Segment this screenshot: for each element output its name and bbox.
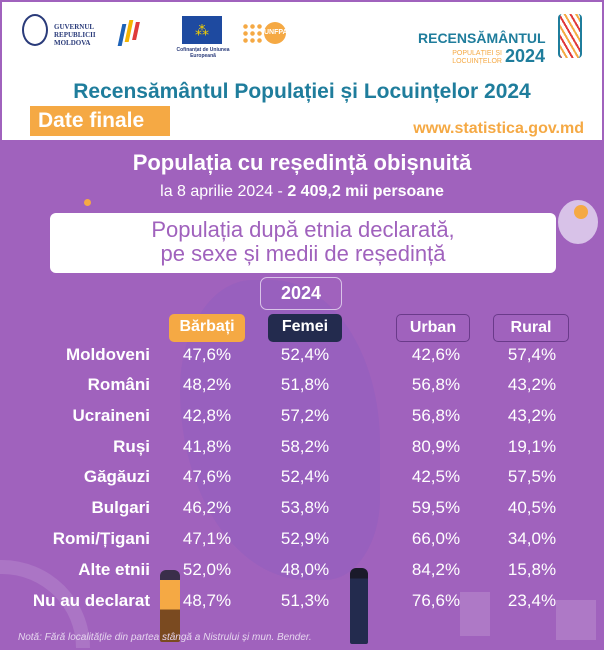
value-cell-rural: 43,2% [507,375,557,394]
value-cell-rural: 15,8% [507,560,557,579]
value-cell-urban: 66,0% [411,529,461,548]
decor-dot [574,205,588,219]
value-cell-femei: 52,4% [280,345,330,364]
footnote: Notă: Fără localitățile din partea stâng… [18,632,312,643]
value-cell-urban: 56,8% [411,375,461,394]
value-cell-urban: 59,5% [411,498,461,517]
ethnicity-label: Ruși [113,437,150,456]
table-row: Ruși 41,8% 58,2% 80,9% 19,1% [2,437,602,465]
eu-flag: ⁂ [182,16,222,44]
table-row: Moldoveni 47,6% 52,4% 42,6% 57,4% [2,345,602,373]
ethnicity-label: Romi/Țigani [52,529,150,548]
year-label: 2024 [260,277,342,310]
chart-title-line2: pe sexe și medii de reședință [160,241,446,266]
census-logo-big: RECENSĂMÂNTUL [418,30,546,46]
ethnicity-label: Nu au declarat [32,591,150,610]
column-header-urban: Urban [396,314,470,342]
value-cell-urban: 76,6% [411,591,461,610]
value-cell-femei: 48,0% [280,560,330,579]
unfpa-circle: UNFPA [264,22,288,44]
date-text: la 8 aprilie 2024 - [160,183,288,200]
value-cell-rural: 57,4% [507,345,557,364]
value-cell-rural: 19,1% [507,437,557,456]
eu-text: Cofinanțat de Uniunea Europeană [176,47,230,59]
value-cell-femei: 53,8% [280,498,330,517]
value-cell-femei: 51,3% [280,591,330,610]
ethnicity-label: Români [87,375,150,394]
ethnicity-label: Ucraineni [72,406,150,425]
value-cell-barbati: 48,2% [182,375,232,394]
value-cell-urban: 84,2% [411,560,461,579]
value-cell-urban: 42,6% [411,345,461,364]
value-cell-barbati: 48,7% [182,591,232,610]
table-row: Români 48,2% 51,8% 56,8% 43,2% [2,375,602,403]
gov-logo-text: GUVERNUL REPUBLICII MOLDOVA [54,23,96,47]
column-header-femei: Femei [268,314,342,342]
table-row: Găgăuzi 47,6% 52,4% 42,5% 57,5% [2,467,602,495]
table-row: Bulgari 46,2% 53,8% 59,5% 40,5% [2,498,602,526]
gov-logo [22,14,48,46]
value-cell-barbati: 41,8% [182,437,232,456]
column-header-barbati: Bărbați [169,314,245,342]
value-cell-barbati: 42,8% [182,406,232,425]
value-cell-urban: 42,5% [411,467,461,486]
table-row: Nu au declarat 48,7% 51,3% 76,6% 23,4% [2,591,602,619]
value-cell-barbati: 47,1% [182,529,232,548]
man-illustration [160,570,180,642]
house-icon [556,600,596,640]
woman-illustration [350,568,368,644]
census-logo-small: POPULAȚIEI ȘI LOCUINȚELOR [452,50,502,65]
value-cell-femei: 57,2% [280,406,330,425]
main-title: Recensământul Populației și Locuințelor … [73,80,531,103]
total-population: 2 409,2 mii persoane [287,183,444,200]
decor-dot-small [84,199,91,206]
table-row: Ucraineni 42,8% 57,2% 56,8% 43,2% [2,406,602,434]
value-cell-femei: 52,4% [280,467,330,486]
value-cell-urban: 56,8% [411,406,461,425]
value-cell-barbati: 47,6% [182,345,232,364]
ethnicity-label: Găgăuzi [83,467,150,486]
ethnicity-label: Bulgari [91,498,150,517]
census-logo-year: 2024 [505,46,546,66]
ethnicity-label: Moldoveni [65,345,150,364]
value-cell-rural: 34,0% [507,529,557,548]
value-cell-rural: 43,2% [507,406,557,425]
building-icon [460,592,490,636]
value-cell-femei: 52,9% [280,529,330,548]
website-link[interactable]: www.statistica.gov.md [413,120,584,137]
value-cell-barbati: 46,2% [182,498,232,517]
value-cell-urban: 80,9% [411,437,461,456]
unfpa-dots [242,23,262,43]
value-cell-femei: 51,8% [280,375,330,394]
date-finale-badge: Date finale [30,106,170,136]
column-header-rural: Rural [493,314,569,342]
value-cell-femei: 58,2% [280,437,330,456]
table-row: Alte etnii 52,0% 48,0% 84,2% 15,8% [2,560,602,588]
subtitle: Populația cu reședință obișnuită [132,150,472,175]
date-line: la 8 aprilie 2024 - 2 409,2 mii persoane [2,183,602,201]
value-cell-rural: 57,5% [507,467,557,486]
chart-title-box: Populația după etnia declarată, pe sexe … [50,213,556,273]
value-cell-rural: 23,4% [507,591,557,610]
value-cell-barbati: 47,6% [182,467,232,486]
ethnicity-label: Alte etnii [78,560,150,579]
table-row: Romi/Țigani 47,1% 52,9% 66,0% 34,0% [2,529,602,557]
chart-title-line1: Populația după etnia declarată, [151,217,455,242]
statistica-stripe-red [132,22,140,40]
value-cell-rural: 40,5% [507,498,557,517]
value-cell-barbati: 52,0% [182,560,232,579]
statistica-logo [100,20,160,46]
census-house-icon [558,14,582,58]
unfpa-logo: UNFPA [242,20,290,48]
